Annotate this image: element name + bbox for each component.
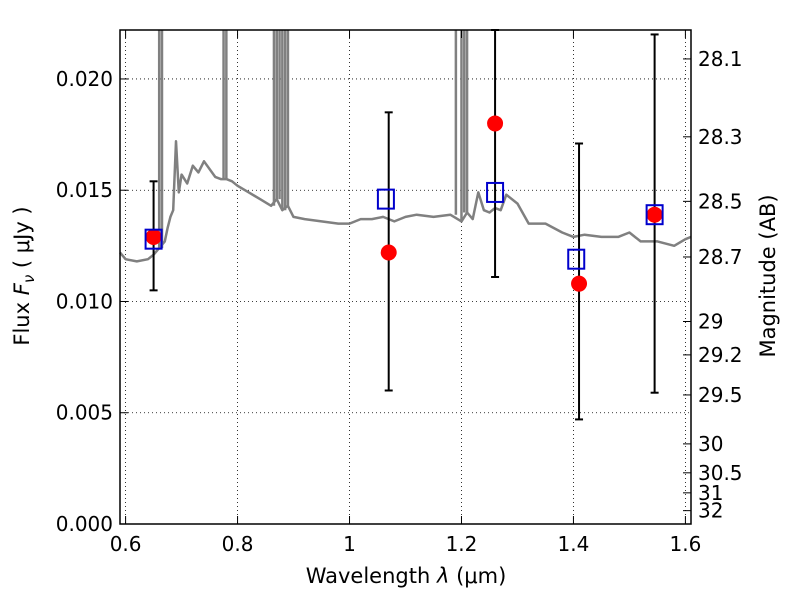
y2-tick-label: 29.5 [698,383,743,407]
observed-point [487,115,504,132]
observed-point [646,206,663,223]
y-tick-label: 0.010 [56,289,113,313]
y2-tick-label: 28.7 [698,245,743,269]
x-axis-label: Wavelength λ (μm) [306,564,507,588]
x-tick-label: 1.2 [446,532,478,556]
y-tick-label: 0.005 [56,401,113,425]
model-photometry-point [645,204,664,226]
y2-tick-label: 30 [698,432,723,456]
model-spectrum-line [119,140,692,263]
plot-frame [119,29,692,525]
grid-lines [120,30,691,525]
y-axis-ticks: 0.000 0.005 0.010 0.015 0.020 [56,67,128,536]
model-photometry-point [376,188,395,210]
y2-tick-label: 28.3 [698,125,743,149]
y2-axis-label: Magnitude (AB) [756,194,780,357]
x-tick-label: 0.6 [110,532,142,556]
x-tick-label: 1.6 [669,532,701,556]
model-photometry-point [567,248,586,270]
y-tick-label: 0.000 [56,512,113,536]
y-tick-label: 0.020 [56,67,113,91]
y2-tick-label: 29 [698,310,723,334]
y2-tick-label: 28.5 [698,189,743,213]
model-spectrum [119,30,692,263]
model-photometry-point [486,181,505,203]
y2-tick-label: 31 [698,481,723,505]
observed-point [571,275,588,292]
model-photometry-points [144,181,664,270]
y2-tick-label: 32 [698,499,723,523]
x-tick-label: 0.8 [222,532,254,556]
observed-point [380,244,397,261]
observed-point [145,228,162,245]
y2-tick-label: 28.1 [698,47,743,71]
x-tick-label: 1 [343,532,356,556]
y2-tick-label: 29.2 [698,343,743,367]
x-tick-label: 1.4 [558,532,590,556]
y-axis-label: Flux Fν ( μJy ) [10,206,38,345]
x-axis-ticks: 0.6 0.8 1 1.2 1.4 1.6 [110,30,701,556]
y2-tick-label: 30.5 [698,461,743,485]
observed-points [145,115,663,292]
model-photometry-point [144,228,163,250]
y-tick-label: 0.015 [56,178,113,202]
